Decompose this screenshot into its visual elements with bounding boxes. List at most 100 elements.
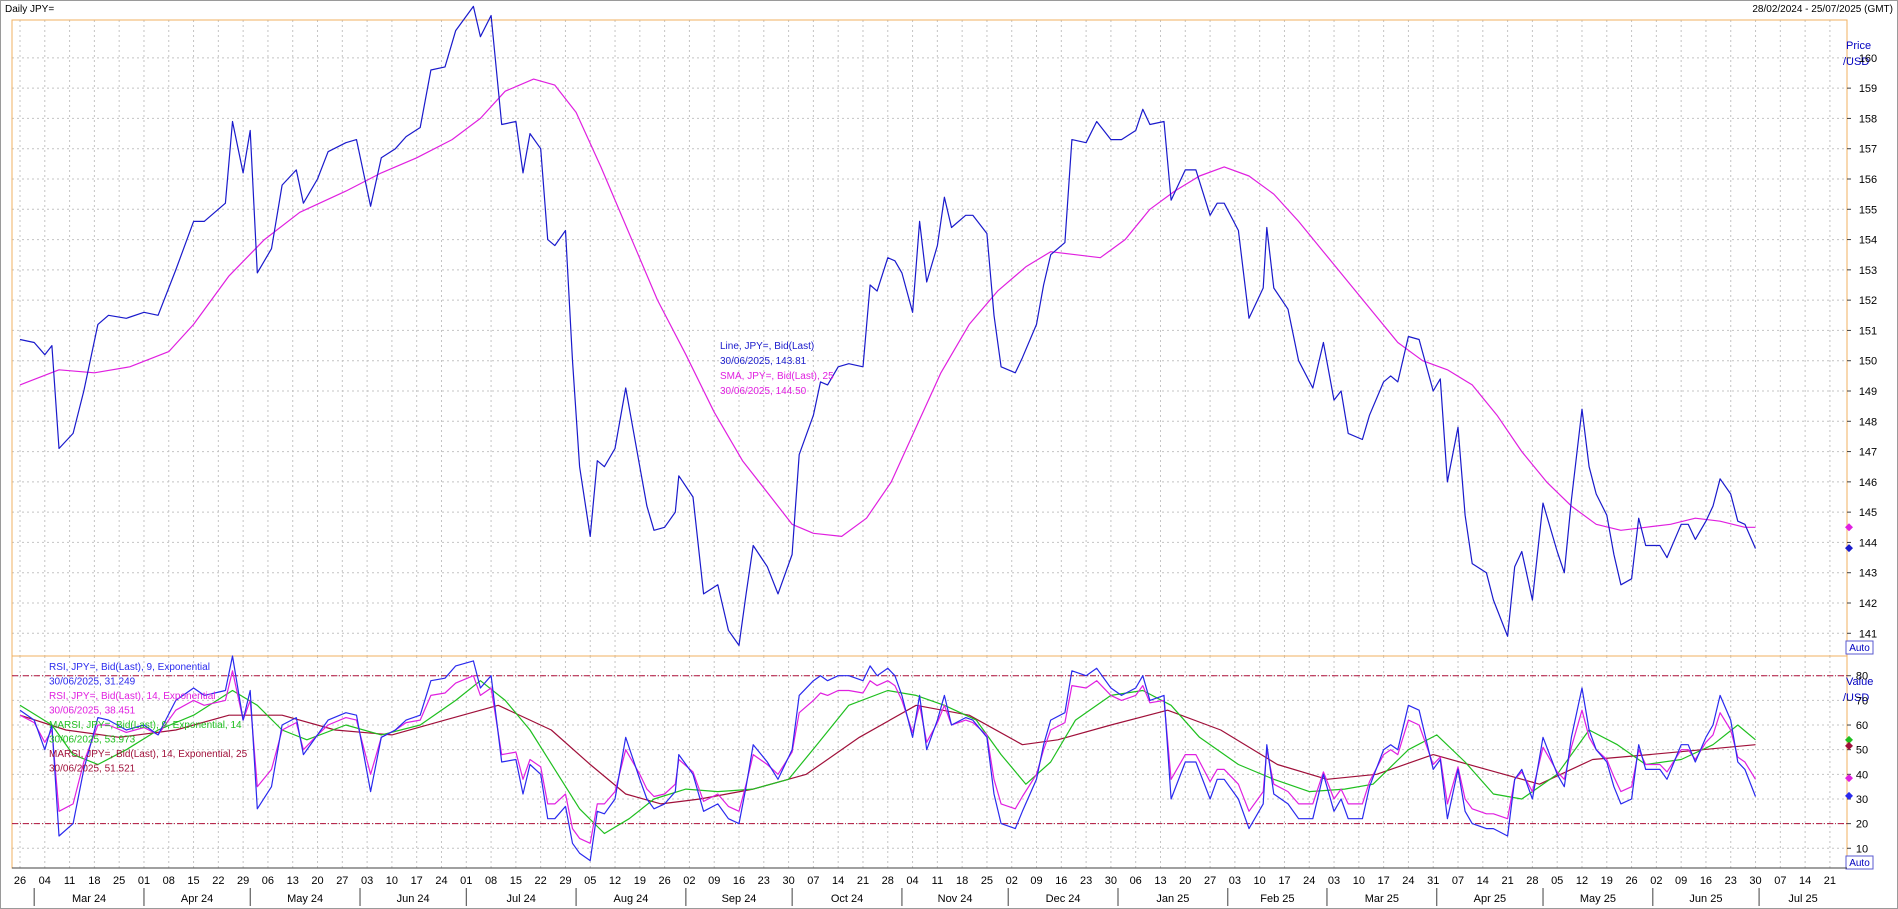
x-tick-label: 07: [807, 875, 819, 887]
x-tick-label: 29: [559, 875, 571, 887]
price-y-tick-label: 157: [1859, 144, 1877, 156]
x-tick-label: 09: [1030, 875, 1042, 887]
indicator-auto-label[interactable]: Auto: [1849, 858, 1870, 869]
x-tick-label: 09: [1675, 875, 1687, 887]
x-tick-label: 27: [336, 875, 348, 887]
x-tick-label: 20: [311, 875, 323, 887]
x-tick-label: 24: [435, 875, 447, 887]
x-month-label: May 25: [1580, 893, 1616, 905]
price-line: [19, 5, 1757, 647]
x-tick-label: 30: [1749, 875, 1761, 887]
x-tick-label: 10: [1353, 875, 1365, 887]
indicator-legend-line: MARSI, JPY=, Bid(Last), 14, Exponential,…: [49, 749, 248, 760]
indicator-last-marker-1: [1845, 791, 1853, 800]
rsi-reference-lines: [12, 675, 1847, 825]
x-tick-label: 05: [584, 875, 596, 887]
x-tick-label: 15: [187, 875, 199, 887]
x-tick-label: 27: [1204, 875, 1216, 887]
price-auto-button-frame[interactable]: [1845, 640, 1874, 655]
x-tick-label: 11: [64, 875, 75, 887]
x-tick-label: 10: [1254, 875, 1266, 887]
x-month-label: Dec 24: [1046, 893, 1081, 905]
x-tick-label: 21: [1824, 875, 1836, 887]
x-month-label: Feb 25: [1260, 893, 1294, 905]
x-tick-label: 25: [113, 875, 125, 887]
x-tick-label: 16: [1055, 875, 1067, 887]
x-month-label: Aug 24: [614, 893, 649, 905]
x-tick-label: 03: [1229, 875, 1241, 887]
x-tick-label: 07: [1452, 875, 1464, 887]
indicator-y-tick-label: 50: [1856, 745, 1868, 757]
price-legend: Line, JPY=, Bid(Last) 30/06/2025, 143.81 S…: [720, 341, 834, 397]
x-tick-label: 02: [683, 875, 695, 887]
x-tick-label: 14: [1799, 875, 1811, 887]
indicator-legend-line: 30/06/2025, 53.973: [49, 735, 136, 746]
sma-last-marker: [1845, 523, 1853, 532]
indicator-y-tick-label: 80: [1856, 671, 1868, 683]
x-tick-label: 01: [460, 875, 472, 887]
x-tick-label: 13: [1154, 875, 1166, 887]
x-tick-label: 03: [1328, 875, 1340, 887]
vertical-grid: [19, 20, 1831, 868]
x-tick-label: 14: [832, 875, 844, 887]
indicator-y-tick-label: 30: [1856, 794, 1868, 806]
x-tick-label: 17: [411, 875, 423, 887]
x-axis: 26 04 11 18 25 01 08 15 22 29 06 13 20 27 03 10 17 24 01 08…: [12, 867, 1847, 906]
x-tick-label: 06: [1130, 875, 1142, 887]
price-y-tick-label: 149: [1859, 386, 1877, 398]
x-tick-label: 15: [510, 875, 522, 887]
x-tick-label: 23: [1725, 875, 1737, 887]
price-y-tick-label: 141: [1859, 628, 1877, 640]
price-auto-label[interactable]: Auto: [1849, 643, 1870, 654]
price-y-tick-label: 158: [1859, 113, 1877, 125]
price-y-tick-label: 151: [1859, 325, 1877, 337]
indicator-legend-line: 30/06/2025, 51.521: [49, 764, 136, 775]
price-y-tick-label: 142: [1859, 598, 1877, 610]
x-tick-label: 20: [1179, 875, 1191, 887]
price-y-tick-label: 155: [1859, 204, 1877, 216]
price-axis-title-line2: /USD: [1843, 56, 1869, 68]
sma-25-line: [19, 78, 1756, 538]
x-month-label: Apr 25: [1474, 893, 1506, 905]
indicator-auto-button-frame[interactable]: [1845, 855, 1874, 870]
price-last-marker: [1845, 544, 1853, 553]
x-month-label: May 24: [287, 893, 323, 905]
price-y-tick-label: 150: [1859, 356, 1877, 368]
price-y-tick-label: 143: [1859, 568, 1877, 580]
x-tick-label: 30: [782, 875, 794, 887]
x-tick-label: 04: [906, 875, 918, 887]
price-series-group: [19, 5, 1757, 647]
x-tick-label: 07: [1774, 875, 1786, 887]
x-tick-label: 02: [1006, 875, 1018, 887]
x-tick-label: 08: [485, 875, 497, 887]
indicator-y-tick-label: 60: [1856, 720, 1868, 732]
price-y-tick-label: 159: [1859, 83, 1877, 95]
x-tick-label: 12: [609, 875, 621, 887]
x-tick-label: 25: [981, 875, 993, 887]
rsi-9-line: [19, 655, 1757, 862]
price-y-tick-label: 145: [1859, 507, 1877, 519]
x-tick-label: 30: [1105, 875, 1117, 887]
indicator-last-marker-2: [1845, 774, 1853, 783]
price-y-tick-label: 144: [1859, 537, 1877, 549]
x-tick-label: 18: [956, 875, 968, 887]
price-axis-title-line1: Price: [1846, 40, 1871, 52]
x-month-label: Sep 24: [722, 893, 757, 905]
price-y-tick-label: 160: [1859, 53, 1877, 65]
x-tick-label: 09: [708, 875, 720, 887]
indicator-legend-line: 30/06/2025, 38.451: [49, 706, 136, 717]
price-y-tick-label: 146: [1859, 477, 1877, 489]
price-y-tick-label: 152: [1859, 295, 1877, 307]
x-tick-label: 14: [1477, 875, 1489, 887]
x-tick-label: 31: [1427, 875, 1439, 887]
indicator-last-marker-4: [1845, 741, 1853, 750]
indicator-y-axis: Value /USD 10 20 30 40 50 60 70 80: [1843, 671, 1873, 856]
price-auto-button[interactable]: Auto: [1845, 640, 1874, 655]
marsi-9-line: [19, 680, 1756, 835]
rsi-14-line: [19, 670, 1757, 844]
indicator-auto-button[interactable]: Auto: [1845, 855, 1874, 870]
marsi-14-line: [19, 704, 1756, 805]
x-tick-label: 10: [386, 875, 398, 887]
x-tick-label: 12: [1576, 875, 1588, 887]
